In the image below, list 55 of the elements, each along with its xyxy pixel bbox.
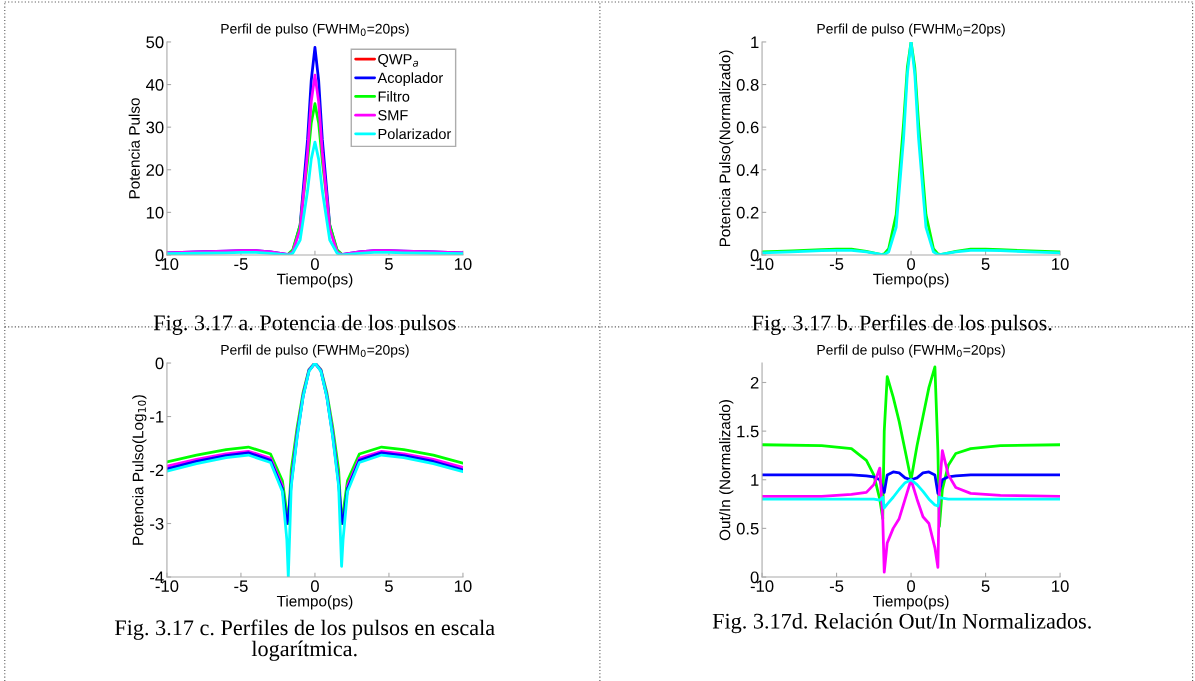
y-tick-label: 0 (155, 357, 164, 370)
y-tick-label: -2 (150, 464, 164, 477)
y-tick-label: 0.2 (736, 206, 759, 219)
caption: Fig. 3.17 b. Perfiles de los pulsos. (752, 314, 1052, 336)
x-tick-label: -5 (829, 580, 844, 593)
x-tick-label: 10 (454, 258, 472, 270)
y-tick-label: 1 (751, 474, 759, 486)
y-tick-label: -1 (150, 411, 164, 423)
x-tick-label: 0 (310, 580, 319, 593)
x-tick-label: 0 (907, 580, 916, 593)
x-tick-label: 10 (1052, 258, 1069, 270)
y-tick-label: 0.5 (736, 522, 759, 535)
x-axis-title: Tiempo(ps) (873, 595, 949, 610)
x-tick-label: 0 (907, 258, 916, 270)
y-axis-title: Potencia Pulso(Log$_{10}$) (132, 395, 147, 545)
chart-title: Perfil de pulso (FWHM$_{0}$=20ps) (817, 23, 1005, 37)
y-axis-title: Potencia Pulso (128, 98, 140, 199)
x-tick-label: -5 (234, 258, 248, 270)
y-tick-label: 1 (751, 36, 759, 48)
y-tick-label: 1.5 (737, 425, 759, 438)
legend-label: SMF (378, 110, 408, 121)
y-tick-label: -3 (150, 517, 164, 530)
y-tick-label: 10 (146, 206, 164, 219)
caption: Fig. 3.17d. Relación Out/In Normalizados. (712, 612, 1091, 634)
x-tick-label: 5 (384, 580, 393, 593)
legend-label: Filtro (378, 91, 410, 102)
caption: Fig. 3.17 a. Potencia de los pulsos (153, 314, 456, 335)
y-tick-label: 50 (146, 36, 164, 49)
y-axis-title: Potencia Pulso(Normalizado) (719, 50, 734, 247)
caption: Fig. 3.17 c. Perfiles de los pulsos en escala logarítmica. (114, 619, 495, 661)
chart-title: Perfil de pulso (FWHM$_{0}$=20ps) (221, 344, 409, 358)
legend-label: Acoplador (377, 72, 443, 86)
y-axis-title: Out/In (Normalizado) (719, 400, 734, 541)
x-tick-label: -5 (234, 580, 248, 593)
y-tick-label: 2 (750, 376, 759, 389)
x-axis-title: Tiempo(ps) (276, 595, 353, 610)
x-tick-label: -5 (829, 258, 844, 270)
y-tick-label: 20 (146, 164, 164, 176)
legend-label: Polarizador (378, 128, 452, 140)
x-axis-title: Tiempo(ps) (873, 273, 949, 288)
x-tick-label: 10 (1052, 580, 1069, 593)
y-tick-label: 0.4 (736, 164, 759, 176)
x-tick-label: 5 (981, 258, 990, 270)
y-tick-label: 0.8 (736, 78, 759, 91)
y-tick-label: 40 (146, 78, 164, 91)
x-tick-label: 0 (310, 258, 319, 270)
chart-title: Perfil de pulso (FWHM$_{0}$=20ps) (221, 23, 409, 37)
legend-label: QWP$_{a}$ (378, 53, 419, 67)
x-tick-label: 5 (981, 580, 990, 593)
y-tick-label: 0.6 (736, 121, 759, 134)
x-axis-title: Tiempo(ps) (276, 273, 353, 288)
x-tick-label: 5 (384, 258, 393, 270)
y-tick-label: 30 (146, 121, 164, 134)
chart-title: Perfil de pulso (FWHM$_{0}$=20ps) (817, 344, 1005, 358)
x-tick-label: 10 (454, 580, 472, 593)
